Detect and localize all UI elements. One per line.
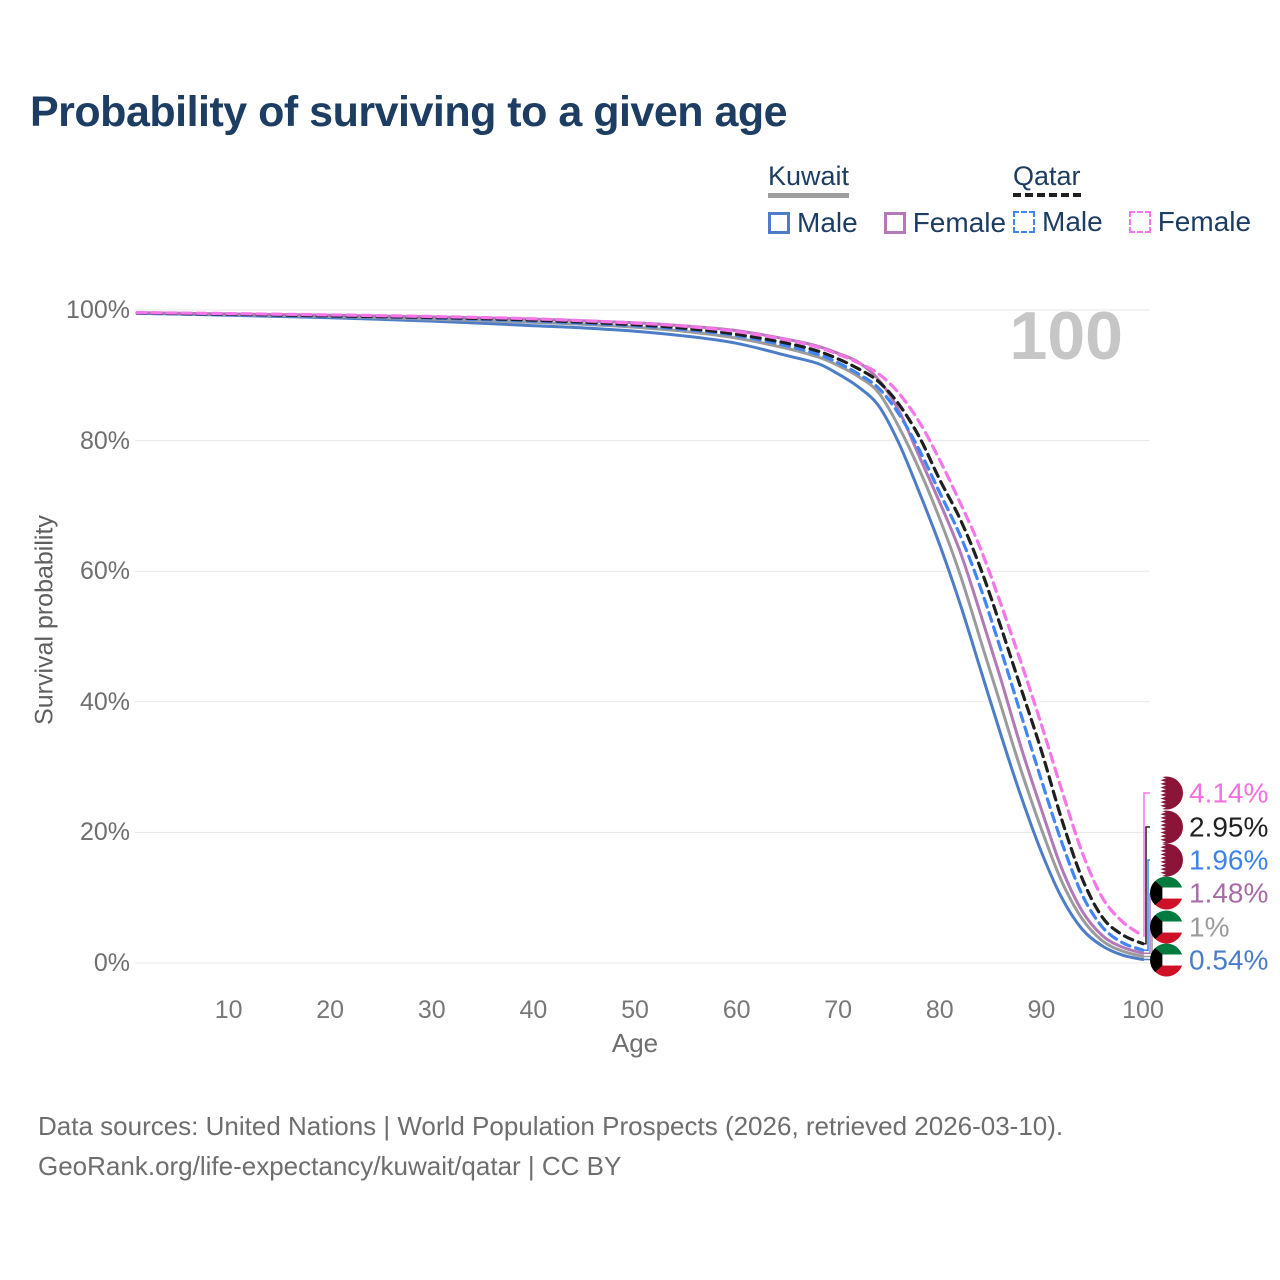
series-line-qatar-both[interactable] [135, 311, 1145, 946]
end-label-kuwait-male: 0.54% [1150, 943, 1269, 977]
legend-label: Male [797, 207, 858, 239]
end-label-kuwait-female: 1.48% [1150, 876, 1269, 910]
end-label-kuwait-both: 1% [1150, 910, 1230, 944]
y-tick-label: 0% [93, 949, 130, 977]
series-line-kuwait-female[interactable] [135, 311, 1145, 955]
qatar-male-swatch-icon [1013, 211, 1035, 234]
x-tick-label: 70 [824, 996, 853, 1024]
y-tick-label: 20% [79, 818, 130, 847]
legend-group-kuwait: Kuwait Male Female [768, 162, 1006, 239]
legend-label: Female [1157, 206, 1252, 238]
kuwait-male-swatch-icon [768, 212, 790, 235]
x-tick-label: 100 [1122, 996, 1164, 1024]
qatar-flag-icon [1150, 843, 1183, 877]
x-tick-label: 30 [417, 996, 446, 1024]
x-tick-label: 80 [925, 996, 954, 1024]
y-tick-label: 60% [79, 557, 130, 586]
x-tick-label: 90 [1027, 996, 1056, 1024]
qatar-female-swatch-icon [1128, 211, 1151, 234]
end-label-qatar-female: 4.14% [1150, 776, 1269, 810]
end-label-value: 1.48% [1189, 877, 1269, 908]
leader-line [1143, 792, 1150, 937]
y-tick-label: 40% [79, 687, 130, 716]
end-label-value: 0.54% [1189, 944, 1269, 975]
source-url-line: GeoRank.org/life-expectancy/kuwait/qatar… [38, 1151, 622, 1182]
end-label-qatar-both: 2.95% [1150, 810, 1269, 844]
y-tick-label: 100% [66, 296, 130, 324]
x-tick-label: 10 [214, 996, 243, 1024]
data-sources-note: Data sources: United Nations | World Pop… [38, 1106, 1063, 1187]
kuwait-flag-icon [1150, 910, 1183, 944]
source-line: Data sources: United Nations | World Pop… [38, 1111, 1064, 1141]
x-tick-label: 50 [621, 996, 649, 1024]
qatar-flag-icon [1150, 776, 1183, 810]
leader-line [1143, 826, 1150, 945]
legend-title-kuwait[interactable]: Kuwait [768, 162, 850, 199]
legend-label: Male [1042, 206, 1103, 238]
leader-line [1143, 859, 1150, 951]
x-tick-label: 20 [316, 996, 345, 1024]
end-label-value: 1.96% [1189, 844, 1269, 875]
legend-item-qatar-female[interactable]: Female [1128, 206, 1252, 238]
x-tick-label: 60 [722, 996, 751, 1024]
legend-group-qatar: Qatar Male Female [1013, 162, 1251, 238]
end-label-qatar-male: 1.96% [1150, 843, 1269, 877]
end-label-value: 1% [1189, 911, 1230, 942]
x-tick-label: 40 [519, 996, 548, 1024]
legend-label: Female [912, 207, 1007, 239]
series-line-kuwait-both[interactable] [135, 311, 1145, 958]
end-label-value: 2.95% [1189, 811, 1269, 842]
kuwait-flag-icon [1150, 943, 1183, 977]
qatar-flag-icon [1150, 810, 1183, 844]
series-line-qatar-male[interactable] [135, 311, 1145, 952]
end-label-value: 4.14% [1189, 777, 1269, 808]
legend-item-qatar-male[interactable]: Male [1013, 206, 1103, 238]
kuwait-flag-icon [1150, 876, 1183, 910]
series-line-qatar-female[interactable] [135, 311, 1145, 938]
kuwait-female-swatch-icon [883, 212, 906, 235]
legend-title-qatar[interactable]: Qatar [1013, 162, 1081, 198]
x-axis-title: Age [611, 1028, 659, 1058]
series-line-kuwait-male[interactable] [135, 311, 1145, 961]
age-annotation: 100 [1009, 298, 1123, 374]
y-tick-label: 80% [79, 426, 130, 455]
page-title: Probability of surviving to a given age [30, 88, 788, 136]
legend-item-kuwait-female[interactable]: Female [883, 207, 1007, 239]
legend-item-kuwait-male[interactable]: Male [768, 207, 858, 239]
